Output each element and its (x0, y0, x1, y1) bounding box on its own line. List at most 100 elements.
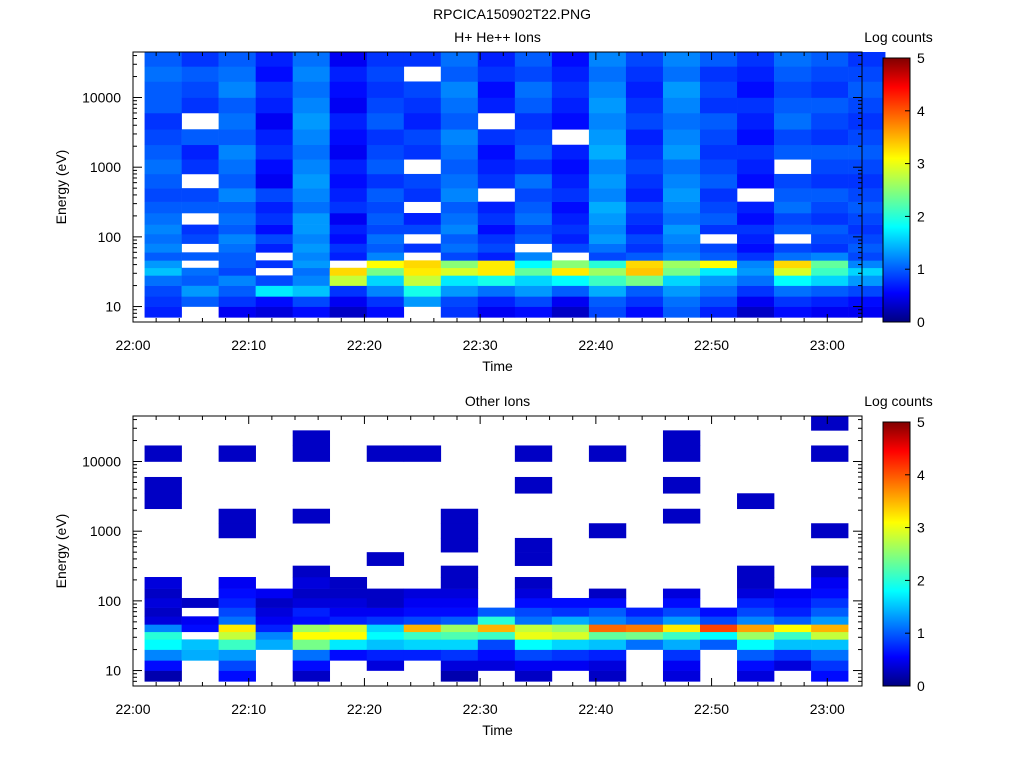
heatmap-cell (329, 306, 368, 318)
heatmap-cell (588, 233, 627, 244)
heatmap-cell (366, 252, 405, 261)
heatmap-cell (588, 252, 627, 261)
heatmap-cell (144, 112, 182, 130)
heatmap-cell (218, 639, 256, 650)
heatmap-cell (144, 97, 182, 114)
heatmap-cell (292, 201, 331, 214)
heatmap-cell (662, 173, 701, 189)
heatmap-cell (774, 660, 812, 671)
heatmap-cell (588, 285, 627, 297)
heatmap-cell (811, 670, 849, 682)
heatmap-cell (144, 639, 182, 650)
heatmap-cell (588, 306, 627, 318)
heatmap-cell (255, 213, 293, 225)
heatmap-cell (662, 285, 701, 297)
heatmap-cell (329, 597, 368, 608)
heatmap-cell (514, 252, 553, 261)
heatmap-cell (255, 173, 293, 189)
heatmap-cell (181, 52, 219, 67)
heatmap-cell (144, 159, 182, 175)
heatmap-cell (440, 565, 479, 578)
heatmap-cell (477, 631, 516, 640)
heatmap-cell (292, 660, 331, 671)
heatmap-cell (181, 129, 219, 146)
heatmap-cell (737, 285, 775, 297)
heatmap-cell (440, 660, 479, 671)
heatmap-cell (329, 112, 368, 130)
heatmap-cell (329, 144, 368, 160)
heatmap-cell (329, 649, 368, 661)
heatmap-cell (218, 267, 256, 276)
heatmap-cell (329, 233, 368, 244)
heatmap-cell (737, 565, 775, 578)
heatmap-cell (848, 66, 886, 82)
heatmap-cell (514, 537, 553, 553)
heatmap-cell (811, 416, 849, 431)
heatmap-cell (662, 631, 701, 640)
heatmap-cell (366, 597, 405, 608)
heatmap-cell (588, 660, 627, 671)
heatmap-cell (588, 97, 627, 114)
heatmap-cell (181, 639, 219, 650)
heatmap-cell (811, 233, 849, 244)
heatmap-cell (292, 670, 331, 682)
heatmap-cell (181, 97, 219, 114)
heatmap-cell (551, 260, 590, 269)
heatmap-cell (255, 243, 293, 253)
heatmap-cell (551, 201, 590, 214)
heatmap-cell (255, 201, 293, 214)
heatmap-cell (329, 201, 368, 214)
heatmap-cell (700, 285, 738, 297)
heatmap-cell (514, 129, 553, 146)
y-tick-label: 10000 (82, 454, 121, 470)
heatmap-cell (440, 267, 479, 276)
heatmap-cell (440, 523, 479, 539)
x-tick-label: 22:20 (347, 701, 382, 717)
heatmap-cell (848, 296, 886, 307)
heatmap-cell (737, 159, 775, 175)
x-axis: 22:00 22:10 22:20 22:30 22:40 22:50 23:00 Time (115, 52, 845, 374)
heatmap-cell (366, 588, 405, 599)
x-tick-label: 22:00 (115, 701, 150, 717)
x-tick-label: 22:10 (231, 337, 266, 353)
heatmap-cell (218, 173, 256, 189)
heatmap-cell (255, 66, 293, 82)
heatmap-cell (514, 639, 553, 650)
heatmap-cell (514, 616, 553, 625)
heatmap-cell (329, 577, 368, 589)
heatmap-cell (477, 260, 516, 269)
heatmap-cell (218, 607, 256, 617)
heatmap-cell (292, 213, 331, 225)
colorbar-gradient (882, 57, 911, 323)
heatmap-cell (700, 607, 738, 617)
heatmap-cell (774, 285, 812, 297)
heatmap-cell (329, 81, 368, 98)
heatmap-cell (292, 233, 331, 244)
heatmap-cell (774, 597, 812, 608)
heatmap-cell (255, 81, 293, 98)
heatmap-cell (774, 213, 812, 225)
heatmap-cell (292, 508, 331, 524)
heatmap-cell (366, 631, 405, 640)
heatmap-cell (403, 285, 442, 297)
heatmap-cell (551, 97, 590, 114)
plot-frame (132, 51, 863, 323)
heatmap-cell (477, 66, 516, 82)
heatmap-cell (737, 577, 775, 589)
heatmap-cell (514, 224, 553, 235)
heatmap-cell (551, 188, 590, 202)
heatmap-cell (588, 445, 627, 462)
heatmap-cell (700, 296, 738, 307)
heatmap-cell (811, 129, 849, 146)
heatmap-cell (811, 624, 849, 633)
heatmap-cell (662, 597, 701, 608)
heatmap-cell (662, 233, 701, 244)
heatmap-cell (329, 267, 368, 276)
heatmap-cell (551, 159, 590, 175)
heatmap-cell (440, 616, 479, 625)
heatmap-cell (144, 243, 182, 253)
heatmap-cell (292, 624, 331, 633)
y-tick-label: 100 (98, 229, 122, 245)
heatmap-cell (329, 607, 368, 617)
